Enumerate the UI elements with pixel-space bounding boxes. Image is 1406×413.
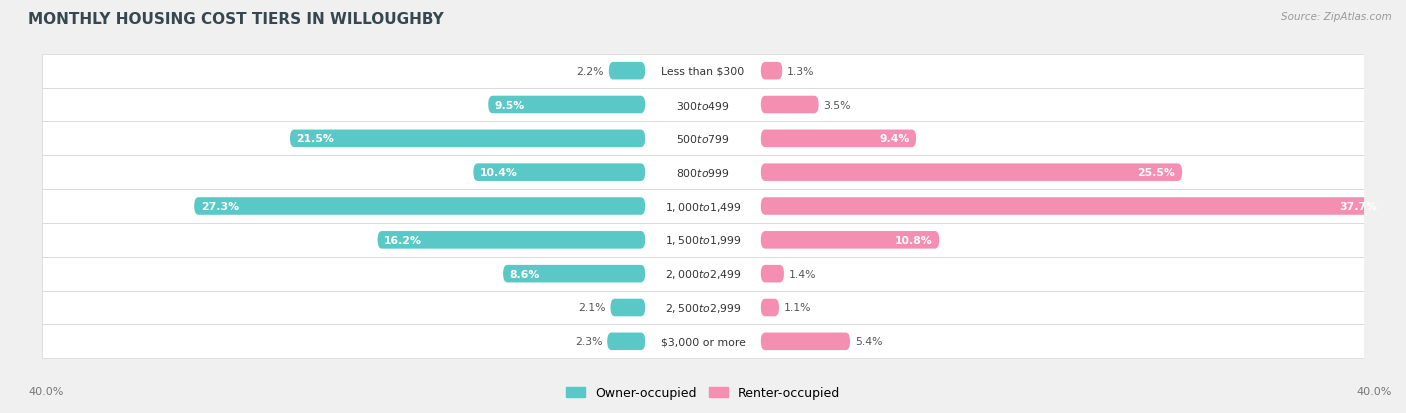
Bar	[42, 55, 1364, 88]
Text: 25.5%: 25.5%	[1137, 168, 1175, 178]
Text: $3,000 or more: $3,000 or more	[661, 337, 745, 347]
Text: 40.0%: 40.0%	[28, 387, 63, 396]
Bar	[42, 325, 1364, 358]
Bar	[42, 190, 1364, 223]
Text: 16.2%: 16.2%	[384, 235, 422, 245]
FancyBboxPatch shape	[194, 198, 645, 215]
FancyBboxPatch shape	[761, 198, 1384, 215]
Text: 1.3%: 1.3%	[787, 66, 814, 76]
Bar	[42, 291, 1364, 325]
FancyBboxPatch shape	[503, 265, 645, 283]
Text: 1.4%: 1.4%	[789, 269, 817, 279]
Text: 3.5%: 3.5%	[824, 100, 851, 110]
Text: 27.3%: 27.3%	[201, 202, 239, 211]
Text: MONTHLY HOUSING COST TIERS IN WILLOUGHBY: MONTHLY HOUSING COST TIERS IN WILLOUGHBY	[28, 12, 444, 27]
Bar	[42, 223, 1364, 257]
Text: $1,500 to $1,999: $1,500 to $1,999	[665, 234, 741, 247]
FancyBboxPatch shape	[761, 97, 818, 114]
FancyBboxPatch shape	[761, 231, 939, 249]
FancyBboxPatch shape	[610, 299, 645, 316]
FancyBboxPatch shape	[761, 63, 782, 80]
Text: 1.1%: 1.1%	[785, 303, 811, 313]
Bar	[42, 156, 1364, 190]
FancyBboxPatch shape	[488, 97, 645, 114]
Text: $1,000 to $1,499: $1,000 to $1,499	[665, 200, 741, 213]
FancyBboxPatch shape	[761, 265, 785, 283]
FancyBboxPatch shape	[761, 164, 1182, 182]
FancyBboxPatch shape	[761, 333, 851, 350]
Text: 9.5%: 9.5%	[495, 100, 524, 110]
Text: Less than $300: Less than $300	[661, 66, 745, 76]
Bar	[42, 122, 1364, 156]
Text: 40.0%: 40.0%	[1357, 387, 1392, 396]
FancyBboxPatch shape	[609, 63, 645, 80]
Text: 9.4%: 9.4%	[879, 134, 910, 144]
FancyBboxPatch shape	[290, 130, 645, 148]
Text: 10.4%: 10.4%	[479, 168, 517, 178]
FancyBboxPatch shape	[761, 299, 779, 316]
Text: 8.6%: 8.6%	[510, 269, 540, 279]
Text: $800 to $999: $800 to $999	[676, 167, 730, 179]
Text: Source: ZipAtlas.com: Source: ZipAtlas.com	[1281, 12, 1392, 22]
Text: 2.3%: 2.3%	[575, 337, 602, 347]
Text: 2.1%: 2.1%	[578, 303, 606, 313]
Text: $2,000 to $2,499: $2,000 to $2,499	[665, 268, 741, 280]
FancyBboxPatch shape	[761, 130, 917, 148]
Bar	[42, 88, 1364, 122]
FancyBboxPatch shape	[607, 333, 645, 350]
Text: 37.7%: 37.7%	[1339, 202, 1376, 211]
Text: 10.8%: 10.8%	[894, 235, 932, 245]
Text: $500 to $799: $500 to $799	[676, 133, 730, 145]
Text: 2.2%: 2.2%	[576, 66, 605, 76]
Text: $2,500 to $2,999: $2,500 to $2,999	[665, 301, 741, 314]
FancyBboxPatch shape	[474, 164, 645, 182]
FancyBboxPatch shape	[378, 231, 645, 249]
Legend: Owner-occupied, Renter-occupied: Owner-occupied, Renter-occupied	[561, 381, 845, 404]
Text: $300 to $499: $300 to $499	[676, 99, 730, 111]
Text: 21.5%: 21.5%	[297, 134, 335, 144]
Bar	[42, 257, 1364, 291]
Text: 5.4%: 5.4%	[855, 337, 883, 347]
